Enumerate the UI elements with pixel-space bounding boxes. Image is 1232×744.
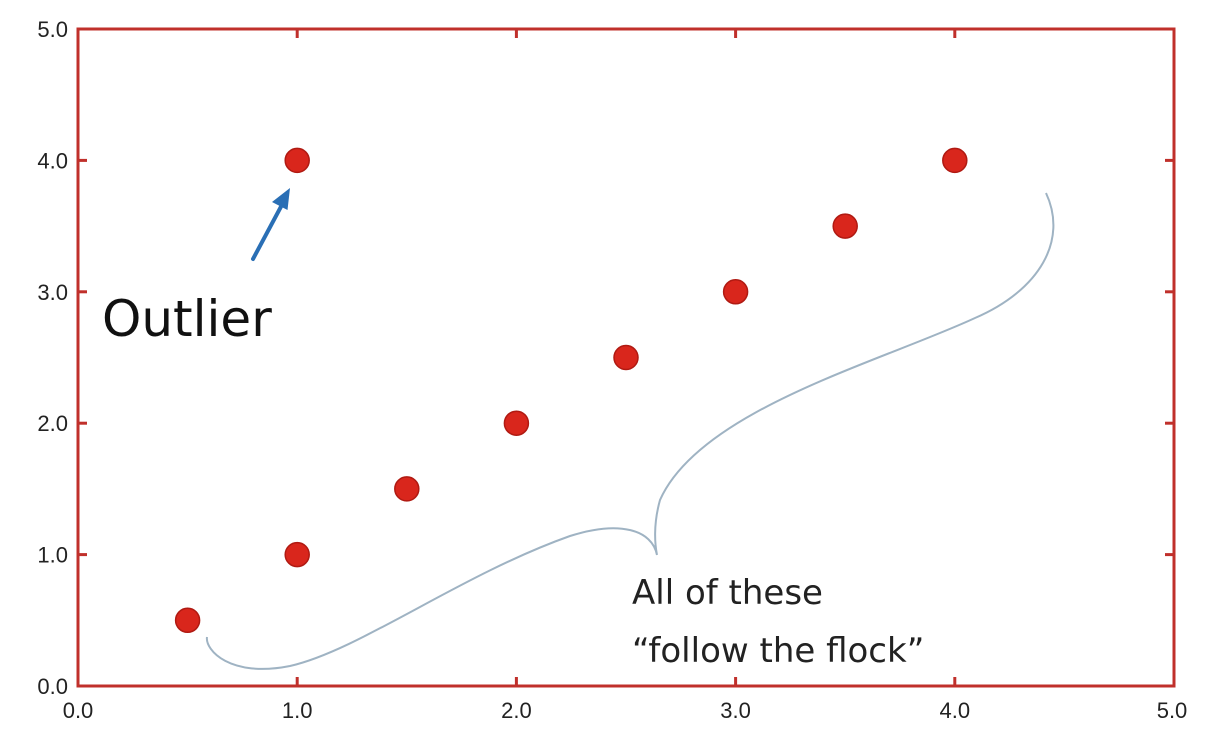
x-tick-label: 4.0 — [940, 698, 971, 723]
data-point — [284, 541, 310, 568]
plot-frame — [76, 27, 1176, 688]
x-tick-label: 1.0 — [282, 698, 313, 723]
y-tick-label: 1.0 — [37, 543, 68, 568]
x-tick-label: 2.0 — [501, 698, 532, 723]
outlier-arrow-head — [272, 188, 290, 210]
data-point — [832, 213, 858, 239]
y-tick-label: 2.0 — [37, 411, 68, 436]
flock-label-line1: All of these — [632, 573, 823, 613]
y-tick-label: 5.0 — [37, 17, 68, 42]
y-tick-label: 0.0 — [37, 674, 68, 699]
data-point — [174, 607, 201, 634]
y-tick-label: 3.0 — [37, 280, 68, 305]
axis-ticks — [78, 29, 1174, 686]
y-tick-label: 4.0 — [37, 148, 68, 173]
data-point — [722, 279, 749, 305]
outlier-label: Outlier — [102, 290, 272, 348]
data-point — [613, 344, 639, 371]
x-tick-label: 5.0 — [1157, 698, 1188, 723]
outlier-point — [284, 147, 310, 174]
flock-brace — [205, 192, 1055, 670]
axis-tick-labels: 0.0 1.0 2.0 3.0 4.0 5.0 0.0 1.0 2.0 3.0 4.0 5.0 — [37, 17, 1187, 723]
flock-label-line2: “follow the flock” — [632, 631, 924, 671]
data-point — [394, 476, 420, 502]
data-point — [503, 410, 530, 436]
data-points — [174, 147, 968, 634]
outlier-arrow — [251, 199, 286, 261]
x-tick-label: 3.0 — [720, 698, 751, 723]
x-tick-label: 0.0 — [63, 698, 94, 723]
data-point — [942, 147, 968, 174]
